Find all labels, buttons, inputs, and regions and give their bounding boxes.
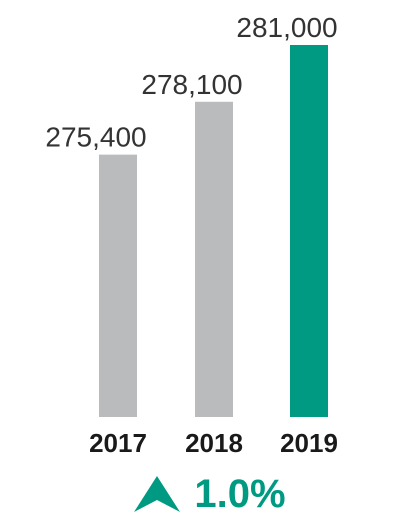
bar-chart: 275,400 278,100 281,000 2017 2018 2019 — [45, 12, 338, 458]
category-label-2017: 2017 — [89, 428, 147, 458]
category-label-2018: 2018 — [185, 428, 243, 458]
bar-2018 — [195, 101, 233, 418]
category-label-2019: 2019 — [280, 428, 338, 458]
value-label-2018: 278,100 — [141, 69, 242, 100]
bars-layer — [99, 45, 328, 418]
category-labels-layer: 2017 2018 2019 — [89, 428, 338, 458]
value-labels-layer: 275,400 278,100 281,000 — [45, 12, 337, 153]
up-arrow-icon — [134, 476, 181, 512]
bar-2019 — [290, 45, 328, 417]
value-label-2019: 281,000 — [236, 12, 337, 43]
value-label-2017: 275,400 — [45, 122, 146, 153]
bar-2017 — [99, 154, 137, 418]
change-indicator: 1.0% — [0, 470, 420, 518]
change-percent: 1.0% — [194, 472, 286, 516]
